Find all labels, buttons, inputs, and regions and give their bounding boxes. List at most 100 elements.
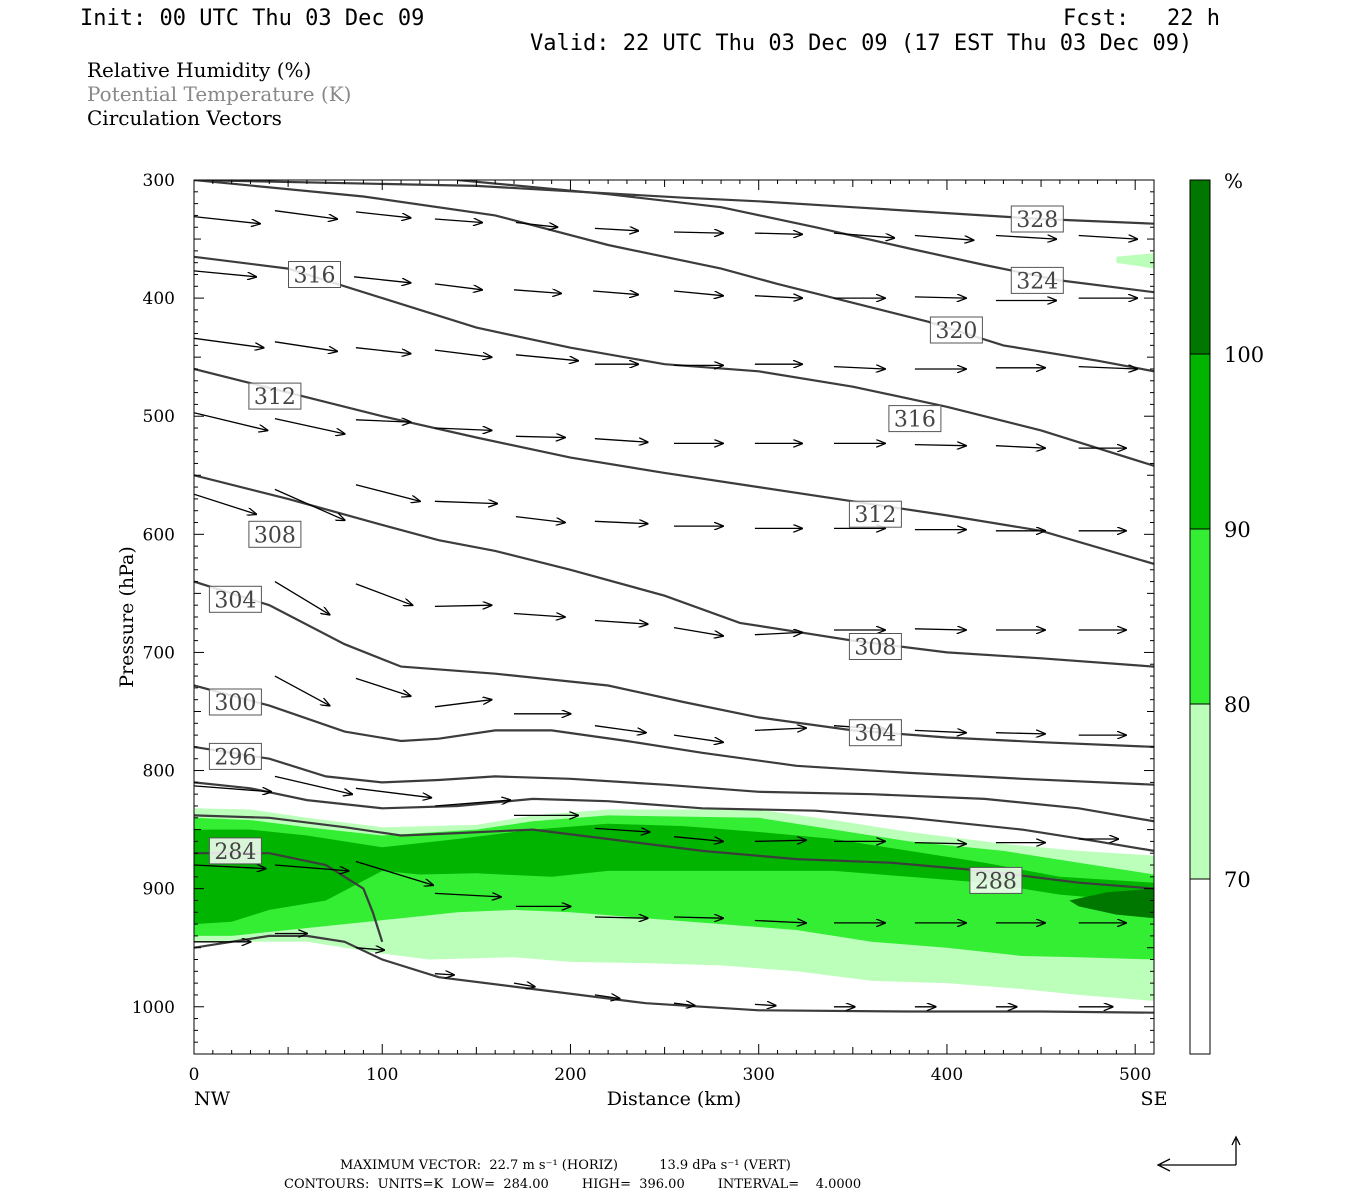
right-end-label: SE [1141, 1088, 1168, 1110]
theta-contour-316 [194, 255, 1154, 467]
circulation-vector [274, 488, 345, 520]
colorbar-swatch [1190, 704, 1210, 879]
contour-label: 296 [214, 745, 256, 770]
circulation-vector [673, 836, 723, 842]
circulation-vector [673, 734, 723, 742]
theta-contour-308 [194, 474, 1154, 668]
circulation-vector [914, 730, 966, 732]
circulation-vector [353, 276, 411, 283]
colorbar-label: 100 [1224, 343, 1264, 367]
circulation-vector [754, 632, 802, 634]
y-tick-label: 500 [143, 407, 175, 427]
circulation-vector [355, 583, 413, 605]
x-tick-label: 500 [1119, 1065, 1151, 1085]
circulation-vector [594, 725, 646, 733]
contour-label-box [208, 742, 262, 770]
contour-label-box [969, 866, 1023, 894]
circulation-vector [754, 296, 802, 298]
axis-ticks [193, 179, 1155, 1055]
circulation-vector [274, 417, 345, 434]
axis-tick-labels: 0 100 200 300 400 500 300 400 500 600 700 800 900 100… [132, 171, 1152, 1085]
valid-time: Valid: 22 UTC Thu 03 Dec 09 (17 EST Thu … [530, 31, 1193, 56]
y-tick-label: 1000 [132, 998, 175, 1018]
circulation-vector [914, 297, 966, 298]
circulation-vector [434, 428, 492, 430]
colorbar-frame [1189, 179, 1211, 1055]
contour-label: 328 [1016, 208, 1058, 233]
contour-label: 312 [254, 385, 296, 410]
contour-label-box [1010, 266, 1064, 294]
circulation-vector [434, 349, 492, 357]
field-title-vectors: Circulation Vectors [87, 106, 282, 130]
circulation-vector [274, 675, 330, 706]
circulation-vector [355, 484, 420, 502]
circulation-vector [995, 733, 1045, 734]
circulation-vector [194, 270, 256, 277]
circulation-vector [355, 787, 431, 797]
circulation-vector [754, 233, 802, 234]
colorbar-swatch [1190, 180, 1210, 354]
contour-label: 320 [935, 319, 977, 344]
circulation-vector [434, 893, 501, 897]
forecast-label: Fcst: [1063, 6, 1130, 31]
forecast-hour: 22 h [1167, 6, 1220, 31]
theta-contour-300 [194, 684, 1154, 786]
rh-region-90-100 [194, 823, 1154, 925]
contour-label: 300 [214, 691, 256, 716]
circulation-vector [194, 215, 260, 224]
circulation-vector [914, 629, 966, 630]
contour-label: 316 [894, 408, 936, 433]
colorbar-unit: % [1224, 169, 1243, 193]
x-axis-label: Distance (km) [607, 1088, 742, 1110]
circulation-vector [355, 860, 433, 886]
circulation-vector [194, 493, 256, 514]
y-tick-label: 900 [143, 880, 175, 900]
y-tick-label: 700 [143, 643, 175, 663]
circulation-vector [594, 621, 648, 625]
contour-label: 312 [854, 503, 896, 528]
circulation-vector [434, 605, 492, 606]
circulation-vector [1078, 236, 1137, 240]
circulation-vector [754, 921, 806, 923]
contour-label: 308 [854, 636, 896, 661]
circulation-vector [274, 581, 330, 615]
contour-label-box [248, 520, 302, 548]
circulation-vector [513, 614, 565, 618]
colorbar-label: 80 [1224, 693, 1251, 717]
theta-contour-296 [194, 745, 1154, 823]
rh-region-100+ [1069, 888, 1154, 919]
theta-contour-312 [194, 367, 1154, 565]
circulation-vector [594, 917, 648, 918]
circulation-vector [515, 221, 557, 228]
colorbar-label: 90 [1224, 518, 1251, 542]
contour-label-box [208, 585, 262, 613]
circulation-vector [754, 840, 806, 841]
rh-colorbar: 70 80 90 100 [1189, 179, 1264, 1055]
field-title-rh: Relative Humidity (%) [87, 58, 312, 82]
contour-label-box [208, 837, 262, 865]
circulation-vector [355, 420, 411, 422]
circulation-vector [594, 828, 650, 832]
contour-label-box [848, 719, 902, 747]
circulation-vector [914, 843, 966, 844]
circulation-vector [995, 446, 1045, 448]
contour-label-box [848, 500, 902, 528]
circulation-vector [594, 228, 638, 230]
init-time: Init: 00 UTC Thu 03 Dec 09 [80, 6, 425, 31]
theta-contour-320 [194, 180, 1154, 373]
contour-label: 316 [294, 264, 336, 289]
colorbar-swatch [1190, 879, 1210, 1054]
circulation-vector [833, 232, 894, 238]
colorbar-label: 70 [1224, 868, 1251, 892]
contour-label-box [848, 633, 902, 660]
circulation-vector [274, 210, 337, 219]
x-tick-label: 0 [189, 1065, 200, 1085]
contour-label-box [929, 316, 983, 344]
circulation-vector [355, 677, 411, 696]
rh-fill-layer [194, 253, 1154, 1001]
circulation-vector [754, 728, 806, 730]
circulation-vector [673, 232, 723, 233]
colorbar-swatch [1190, 529, 1210, 704]
circulation-vector [673, 626, 723, 636]
circulation-vector [434, 501, 497, 503]
